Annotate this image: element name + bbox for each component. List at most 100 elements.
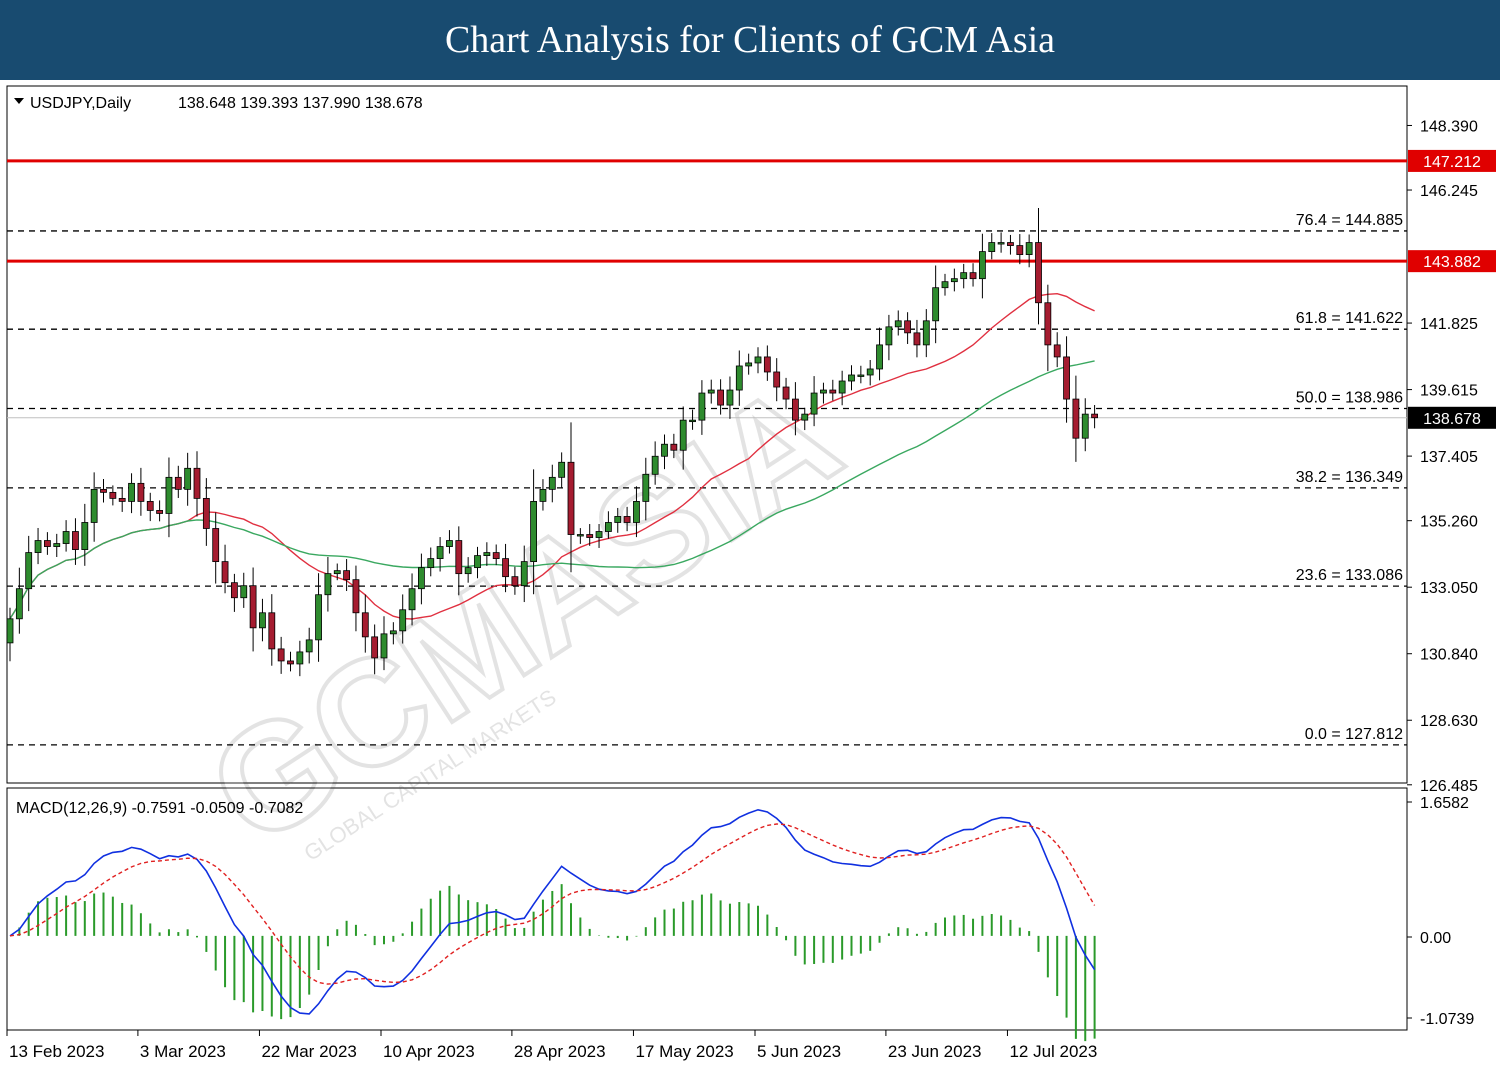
candle-74 — [698, 380, 706, 435]
candle-body-12 — [118, 497, 126, 502]
candle-body-55 — [520, 561, 528, 587]
candle-69 — [651, 441, 659, 485]
candle-70 — [661, 434, 668, 470]
candle-107 — [1007, 234, 1014, 255]
fib-label-0: 76.4 = 144.885 — [1296, 212, 1403, 229]
candle-body-82 — [773, 371, 781, 388]
candle-body-1 — [15, 588, 23, 620]
candle-body-104 — [979, 251, 986, 280]
candle-body-94 — [885, 326, 893, 346]
candle-23 — [221, 544, 229, 594]
candle-body-87 — [820, 389, 827, 394]
candle-body-92 — [866, 368, 874, 376]
candle-60 — [567, 422, 575, 573]
candle-105 — [988, 233, 996, 260]
fib-label-1: 61.8 = 141.622 — [1296, 310, 1403, 327]
candle-44 — [417, 553, 425, 605]
fib-label-4: 23.6 = 133.086 — [1296, 567, 1403, 584]
candle-63 — [595, 524, 603, 548]
candle-body-49 — [464, 567, 472, 575]
candle-40 — [380, 616, 388, 671]
symbol-header: USDJPY,Daily 138.648 139.393 137.990 138… — [14, 95, 423, 112]
candle-52 — [492, 544, 500, 566]
candle-42 — [399, 594, 407, 644]
candle-43 — [408, 573, 416, 626]
candle-22 — [212, 512, 220, 584]
x-tick-label-7: 23 Jun 2023 — [888, 1042, 982, 1061]
macd-indicator: 1.6582 0.00 -1.0739 — [9, 795, 1474, 1042]
candlesticks — [6, 207, 1098, 677]
candle-body-114 — [1072, 398, 1080, 439]
candle-115 — [1081, 398, 1089, 452]
macd-label: MACD(12,26,9) -0.7591 -0.0509 -0.7082 — [16, 800, 303, 817]
candle-13 — [128, 473, 135, 514]
candle-body-93 — [876, 344, 883, 370]
candle-body-59 — [558, 461, 566, 478]
candle-93 — [876, 327, 883, 381]
candle-66 — [623, 506, 631, 532]
fibonacci-levels: 76.4 = 144.885 61.8 = 141.622 50.0 = 138.9… — [7, 212, 1407, 746]
candle-8 — [81, 503, 89, 566]
candle-86 — [810, 376, 818, 427]
candle-26 — [249, 567, 257, 652]
candle-76 — [717, 379, 724, 415]
candle-body-72 — [679, 419, 687, 451]
price-chart: GCMASIA GLOBAL CAPITAL MARKETS 76.4 = 14… — [0, 80, 1500, 1071]
candle-4 — [44, 532, 51, 555]
resistance-tag-label-1: 143.882 — [1423, 254, 1481, 271]
resistance-tag-1 — [1408, 250, 1496, 273]
candle-80 — [754, 347, 762, 374]
candle-body-95 — [894, 320, 902, 328]
candle-48 — [455, 526, 463, 596]
candle-body-39 — [371, 636, 379, 659]
resistance-tag-label-0: 147.212 — [1423, 154, 1481, 171]
candle-56 — [530, 469, 537, 595]
candle-body-14 — [137, 482, 145, 502]
candle-104 — [979, 233, 986, 299]
candle-24 — [230, 573, 238, 612]
candle-body-21 — [202, 497, 210, 529]
candle-body-35 — [333, 570, 341, 575]
macd-signal-line — [9, 823, 1096, 985]
dropdown-arrow-icon[interactable] — [14, 98, 24, 104]
candle-12 — [118, 487, 126, 512]
candle-body-46 — [436, 546, 444, 559]
candle-1 — [15, 567, 23, 634]
candle-body-37 — [352, 579, 360, 614]
price-axis: 148.390 146.245 141.825 139.615 137.405 135.2… — [1407, 118, 1478, 795]
title-banner — [0, 0, 1500, 80]
candle-body-20 — [193, 467, 201, 499]
y-tick-label-5: 135.260 — [1420, 514, 1478, 531]
candle-body-64 — [605, 522, 612, 532]
candle-57 — [539, 479, 547, 511]
candle-90 — [848, 365, 855, 391]
candle-body-68 — [642, 473, 650, 502]
price-panel — [6, 85, 1408, 784]
x-tick-label-0: 13 Feb 2023 — [9, 1042, 104, 1061]
candle-72 — [679, 406, 687, 470]
candle-body-44 — [417, 567, 425, 590]
candle-body-63 — [595, 531, 603, 538]
candle-79 — [745, 353, 753, 375]
candle-71 — [670, 433, 678, 459]
symbol-label: USDJPY,Daily — [30, 95, 131, 112]
candle-33 — [315, 573, 322, 662]
candle-103 — [969, 263, 977, 287]
ma-fast-line — [9, 292, 1095, 620]
candle-91 — [857, 365, 865, 384]
candle-body-108 — [1016, 245, 1024, 255]
candle-14 — [137, 467, 145, 516]
candle-body-74 — [698, 392, 706, 421]
candle-65 — [614, 507, 622, 533]
candle-body-56 — [530, 501, 537, 563]
candle-body-113 — [1063, 356, 1070, 400]
y-tick-label-7: 130.840 — [1420, 647, 1478, 664]
candle-50 — [474, 546, 481, 579]
macd-tick-label-2: -1.0739 — [1420, 1011, 1474, 1028]
candle-body-4 — [44, 540, 51, 547]
candle-98 — [922, 309, 930, 358]
candle-75 — [707, 379, 715, 404]
candle-body-32 — [305, 639, 313, 653]
candle-55 — [520, 545, 528, 603]
candle-0 — [6, 607, 14, 662]
